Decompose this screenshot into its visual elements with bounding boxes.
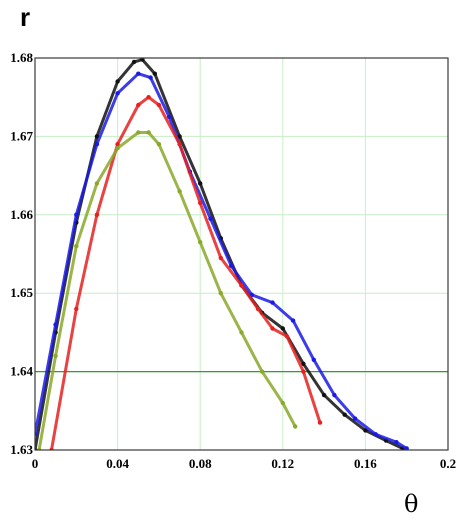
data-point — [53, 353, 58, 359]
data-point — [115, 79, 120, 84]
data-point — [404, 446, 409, 450]
data-point — [198, 240, 203, 245]
data-point — [218, 291, 223, 296]
y-tick-label: 1.67 — [10, 128, 33, 143]
data-point — [290, 318, 296, 323]
data-point — [280, 326, 285, 331]
data-point — [229, 263, 234, 268]
data-point — [363, 428, 368, 433]
data-point — [198, 181, 203, 186]
data-point — [293, 424, 298, 429]
data-point — [259, 369, 265, 374]
plot-frame — [34, 57, 449, 451]
data-point — [177, 142, 182, 147]
data-point — [74, 212, 79, 217]
plot-area — [35, 58, 448, 450]
data-point — [115, 91, 120, 96]
series-line — [50, 95, 322, 450]
data-point — [94, 212, 100, 217]
data-point — [140, 58, 145, 62]
series-3 — [36, 130, 298, 450]
data-point — [352, 416, 358, 421]
x-tick-label: 0.12 — [271, 456, 294, 471]
data-point — [284, 334, 290, 339]
data-point — [218, 255, 223, 261]
data-point — [156, 142, 162, 147]
data-point — [270, 300, 275, 305]
data-point — [136, 71, 141, 76]
plot-border — [34, 57, 449, 451]
series-1 — [35, 71, 409, 450]
x-tick-label: 0 — [32, 456, 39, 471]
tick-labels: 0 0.04 0.08 0.12 0.16 0.2 1.63 1.64 1.65 1.66 1.67… — [10, 50, 456, 471]
data-point — [270, 326, 275, 331]
data-point — [239, 330, 244, 335]
data-point — [74, 306, 79, 312]
data-point — [152, 71, 157, 76]
series-line — [35, 58, 405, 450]
data-point — [301, 361, 306, 366]
data-point — [94, 134, 100, 139]
data-point — [177, 189, 182, 194]
y-tick-label: 1.66 — [10, 207, 33, 222]
data-point — [53, 322, 58, 327]
data-point — [394, 440, 399, 445]
series-0 — [35, 58, 405, 450]
data-point — [311, 357, 316, 362]
data-point — [321, 392, 327, 398]
y-tick-label: 1.64 — [10, 364, 33, 379]
x-tick-label: 0.2 — [440, 456, 456, 471]
data-point — [301, 369, 306, 374]
grid — [34, 57, 449, 451]
data-point — [94, 142, 100, 147]
data-point — [332, 392, 337, 398]
data-point — [156, 102, 162, 108]
series-line — [35, 72, 409, 450]
x-tick-label: 0.04 — [106, 456, 129, 471]
data-point — [148, 75, 153, 80]
data-point — [373, 432, 378, 437]
data-point — [146, 95, 151, 100]
data-point — [255, 306, 261, 312]
x-tick-label: 0.16 — [354, 456, 377, 471]
data-point — [74, 244, 79, 249]
data-point — [131, 59, 137, 65]
data-point — [317, 420, 323, 425]
data-point — [280, 400, 285, 406]
y-tick-label: 1.68 — [10, 50, 33, 65]
data-point — [198, 200, 203, 206]
data-point — [94, 181, 100, 186]
y-axis-label: r — [20, 2, 30, 32]
data-point — [136, 130, 141, 135]
x-tick-label: 0.08 — [189, 456, 212, 471]
x-axis-label: θ — [404, 490, 418, 518]
y-tick-label: 1.65 — [10, 285, 33, 300]
data-point — [115, 146, 120, 151]
y-tick-label: 1.63 — [10, 442, 33, 457]
data-point — [136, 102, 141, 108]
data-point — [146, 130, 151, 135]
data-point — [239, 283, 244, 288]
data-point — [115, 142, 120, 147]
data-point — [167, 114, 172, 120]
data-point — [208, 216, 213, 221]
data-layer — [35, 58, 409, 450]
data-point — [342, 412, 347, 417]
